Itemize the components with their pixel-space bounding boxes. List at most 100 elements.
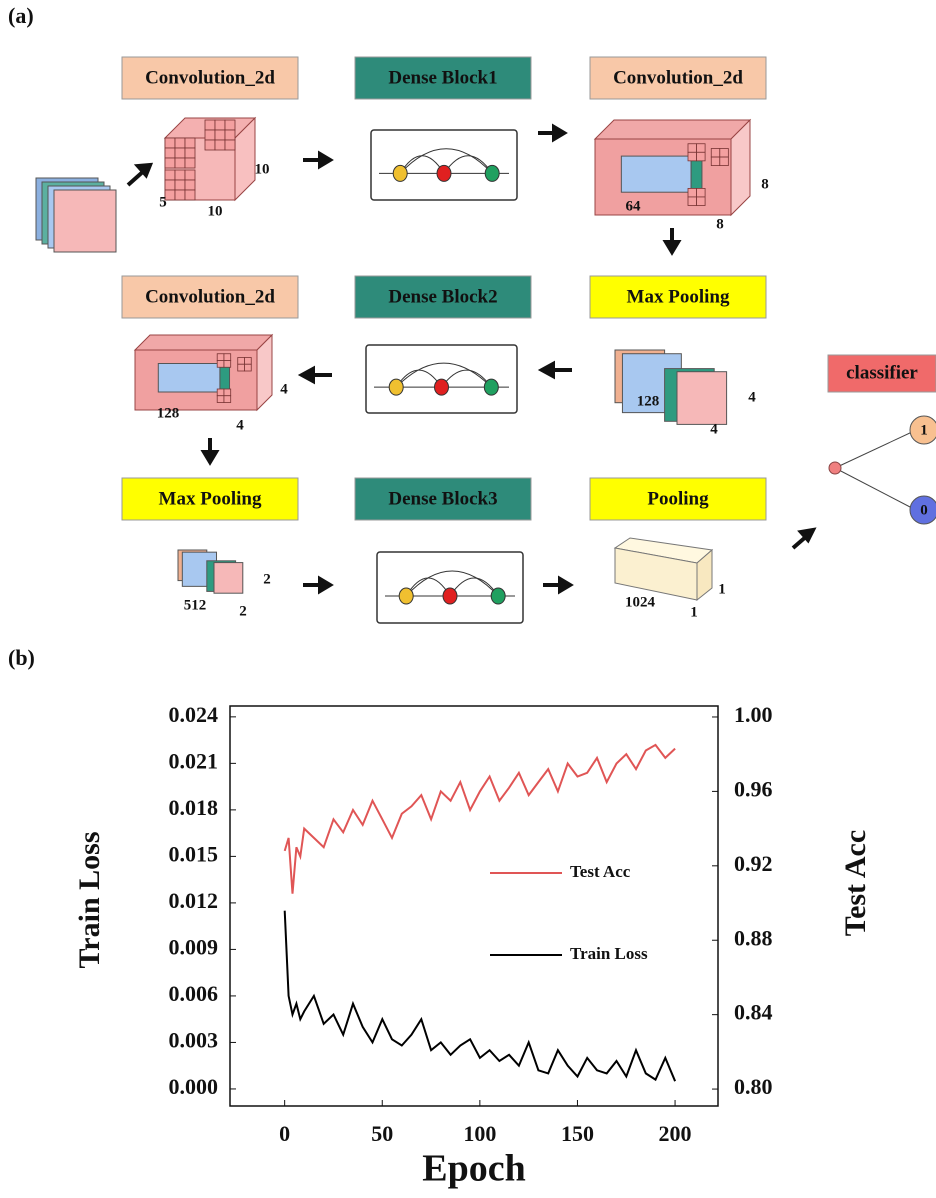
dense-frame xyxy=(377,552,523,623)
y2-tick-label: 0.88 xyxy=(734,925,773,950)
classifier-label: classifier xyxy=(846,362,918,383)
feature-map xyxy=(677,372,727,425)
dimension-label: 8 xyxy=(716,216,724,232)
series-line xyxy=(285,911,675,1081)
grid-cell xyxy=(175,170,185,180)
dimension-label: 1 xyxy=(718,581,726,597)
dimension-label: 10 xyxy=(208,203,223,219)
dense-node xyxy=(389,379,403,395)
y2-axis-title: Test Acc xyxy=(839,830,872,936)
block-inner xyxy=(158,364,220,393)
dense-node xyxy=(491,588,505,604)
stage: Dense Block1 xyxy=(355,57,531,200)
arrow-head xyxy=(554,127,564,139)
grid-cell xyxy=(215,140,225,150)
grid-cell xyxy=(224,354,231,361)
stage-label: Dense Block1 xyxy=(388,67,497,88)
x-tick-label: 100 xyxy=(463,1121,496,1146)
grid-cell xyxy=(185,190,195,200)
dimension-label: 2 xyxy=(239,603,247,619)
dimension-label: 128 xyxy=(157,405,180,421)
y-tick-label: 0.006 xyxy=(169,981,219,1006)
stage-label: Dense Block3 xyxy=(388,488,497,509)
dimension-label: 512 xyxy=(184,597,207,613)
x-axis-title: Epoch xyxy=(422,1148,525,1190)
y-tick-label: 0.003 xyxy=(169,1027,219,1052)
dense-node xyxy=(393,165,407,181)
classifier-output-label: 0 xyxy=(920,502,928,518)
y-tick-label: 0.018 xyxy=(169,795,219,820)
grid-cell xyxy=(217,396,224,403)
x-tick-label: 0 xyxy=(279,1121,290,1146)
grid-cell xyxy=(720,149,729,158)
stage-label: Dense Block2 xyxy=(388,286,497,307)
arrow-head xyxy=(320,579,330,591)
grid-cell xyxy=(688,152,697,161)
stage: Convolution_2d12844 xyxy=(122,276,298,433)
dimension-label: 5 xyxy=(159,194,167,210)
dimension-label: 8 xyxy=(761,176,769,192)
block-top xyxy=(595,120,750,139)
grid-cell xyxy=(165,180,175,190)
dimension-label: 4 xyxy=(236,417,244,433)
arrow-head xyxy=(204,452,216,462)
y-tick-label: 0.000 xyxy=(169,1074,219,1099)
grid-cell xyxy=(224,361,231,368)
feature-map xyxy=(214,563,243,594)
arrow-head xyxy=(542,364,553,376)
y2-tick-label: 0.92 xyxy=(734,851,773,876)
grid-cell xyxy=(688,188,697,197)
grid-cell xyxy=(697,144,706,153)
y2-tick-label: 0.96 xyxy=(734,776,773,801)
grid-cell xyxy=(185,158,195,168)
grid-cell xyxy=(688,144,697,153)
grid-cell xyxy=(217,354,224,361)
classifier-edge xyxy=(835,432,912,468)
grid-cell xyxy=(225,140,235,150)
dimension-label: 4 xyxy=(280,381,288,397)
arrow-head xyxy=(302,369,313,381)
grid-cell xyxy=(217,389,224,396)
grid-cell xyxy=(720,157,729,166)
grid-cell xyxy=(238,358,245,365)
panel-label: (b) xyxy=(8,645,35,670)
grid-cell xyxy=(165,170,175,180)
input-layer xyxy=(54,190,116,252)
dimension-label: 10 xyxy=(255,161,270,177)
grid-cell xyxy=(688,197,697,206)
dimension-label: 4 xyxy=(710,421,718,437)
grid-cell xyxy=(175,138,185,148)
arrow-head xyxy=(560,579,570,591)
arrow-head xyxy=(320,154,330,166)
y-tick-label: 0.021 xyxy=(169,748,219,773)
dense-node xyxy=(443,588,457,604)
grid-cell xyxy=(205,130,215,140)
classifier-edge xyxy=(835,468,912,508)
y-tick-label: 0.009 xyxy=(169,934,219,959)
grid-cell xyxy=(217,361,224,368)
y2-tick-label: 0.80 xyxy=(734,1074,773,1099)
panel-label: (a) xyxy=(8,3,34,28)
grid-cell xyxy=(165,158,175,168)
y2-tick-label: 1.00 xyxy=(734,702,773,727)
grid-cell xyxy=(205,140,215,150)
grid-cell xyxy=(215,120,225,130)
grid-cell xyxy=(185,180,195,190)
grid-cell xyxy=(225,130,235,140)
grid-cell xyxy=(175,190,185,200)
y-axis-title: Train Loss xyxy=(73,832,106,969)
dimension-label: 2 xyxy=(263,571,271,587)
y-tick-label: 0.012 xyxy=(169,888,219,913)
stage-label: Convolution_2d xyxy=(613,67,743,88)
grid-cell xyxy=(245,358,252,365)
grid-cell xyxy=(697,188,706,197)
grid-cell xyxy=(238,364,245,371)
grid-cell xyxy=(205,120,215,130)
dimension-label: 4 xyxy=(748,389,756,405)
grid-cell xyxy=(225,120,235,130)
y-tick-label: 0.024 xyxy=(169,702,219,727)
grid-cell xyxy=(245,364,252,371)
